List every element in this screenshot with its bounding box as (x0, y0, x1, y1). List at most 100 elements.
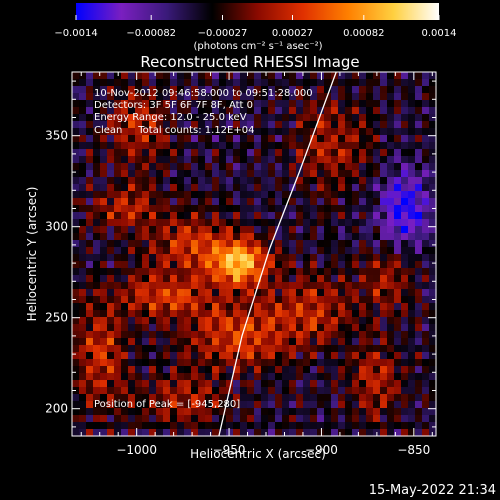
heatmap-cell (429, 121, 437, 129)
heatmap-cell (366, 114, 374, 122)
heatmap-cell (373, 226, 381, 234)
heatmap-cell (142, 380, 150, 388)
heatmap-cell (177, 163, 185, 171)
heatmap-cell (79, 205, 87, 213)
heatmap-cell (429, 177, 437, 185)
heatmap-cell (72, 373, 80, 381)
heatmap-cell (156, 380, 164, 388)
heatmap-cell (240, 415, 248, 423)
heatmap-cell (429, 282, 437, 290)
heatmap-cell (184, 422, 192, 430)
heatmap-cell (317, 352, 325, 360)
heatmap-cell (289, 275, 297, 283)
heatmap-cell (373, 184, 381, 192)
heatmap-cell (72, 282, 80, 290)
heatmap-cell (149, 261, 157, 269)
heatmap-cell (289, 359, 297, 367)
heatmap-cell (93, 373, 101, 381)
heatmap-cell (86, 247, 94, 255)
heatmap-cell (93, 177, 101, 185)
heatmap-cell (387, 93, 395, 101)
heatmap-cell (401, 345, 409, 353)
heatmap-cell (408, 86, 416, 94)
heatmap-cell (107, 268, 115, 276)
heatmap-cell (212, 72, 220, 80)
heatmap-cell (226, 184, 234, 192)
heatmap-cell (198, 226, 206, 234)
heatmap-cell (310, 422, 318, 430)
heatmap-cell (219, 226, 227, 234)
heatmap-cell (401, 240, 409, 248)
heatmap-cell (408, 149, 416, 157)
heatmap-cell (415, 212, 423, 220)
heatmap-cell (394, 422, 402, 430)
heatmap-cell (401, 142, 409, 150)
heatmap-cell (401, 135, 409, 143)
heatmap-cell (282, 121, 290, 129)
heatmap-cell (401, 107, 409, 115)
heatmap-cell (317, 79, 325, 87)
heatmap-cell (212, 296, 220, 304)
heatmap-cell (79, 345, 87, 353)
heatmap-cell (219, 254, 227, 262)
heatmap-cell (177, 317, 185, 325)
heatmap-cell (268, 338, 276, 346)
heatmap-cell (366, 289, 374, 297)
heatmap-cell (331, 345, 339, 353)
heatmap-cell (163, 170, 171, 178)
heatmap-cell (254, 429, 262, 437)
heatmap-cell (135, 387, 143, 395)
heatmap-cell (261, 352, 269, 360)
heatmap-cell (408, 184, 416, 192)
heatmap-cell (380, 135, 388, 143)
heatmap-cell (338, 247, 346, 255)
heatmap-cell (135, 226, 143, 234)
heatmap-cell (289, 394, 297, 402)
heatmap-cell (93, 205, 101, 213)
heatmap-cell (212, 86, 220, 94)
heatmap-cell (303, 422, 311, 430)
heatmap-cell (380, 275, 388, 283)
heatmap-cell (429, 79, 437, 87)
heatmap-cell (135, 296, 143, 304)
heatmap-cell (219, 394, 227, 402)
heatmap-cell (415, 93, 423, 101)
heatmap-cell (275, 261, 283, 269)
heatmap-cell (429, 408, 437, 416)
heatmap-cell (219, 261, 227, 269)
heatmap-cell (205, 128, 213, 136)
heatmap-cell (373, 93, 381, 101)
heatmap-cell (303, 394, 311, 402)
heatmap-cell (275, 128, 283, 136)
heatmap-cell (317, 93, 325, 101)
heatmap-cell (100, 107, 108, 115)
heatmap-cell (100, 394, 108, 402)
heatmap-cell (345, 142, 353, 150)
heatmap-cell (408, 275, 416, 283)
heatmap-cell (191, 79, 199, 87)
heatmap-cell (394, 415, 402, 423)
heatmap-cell (303, 170, 311, 178)
heatmap-cell (408, 303, 416, 311)
heatmap-cell (79, 289, 87, 297)
heatmap-cell (254, 100, 262, 108)
heatmap-cell (380, 226, 388, 234)
heatmap-cell (240, 177, 248, 185)
heatmap-cell (163, 310, 171, 318)
heatmap-cell (198, 219, 206, 227)
heatmap-cell (345, 121, 353, 129)
heatmap-cell (247, 289, 255, 297)
heatmap-cell (107, 184, 115, 192)
heatmap-cell (268, 415, 276, 423)
heatmap-cell (331, 135, 339, 143)
heatmap-cell (429, 324, 437, 332)
heatmap-cell (331, 149, 339, 157)
heatmap-cell (289, 156, 297, 164)
heatmap-cell (324, 93, 332, 101)
heatmap-cell (394, 233, 402, 241)
heatmap-cell (233, 373, 241, 381)
heatmap-cell (289, 100, 297, 108)
heatmap-cell (310, 380, 318, 388)
heatmap-cell (212, 247, 220, 255)
heatmap-cell (93, 317, 101, 325)
